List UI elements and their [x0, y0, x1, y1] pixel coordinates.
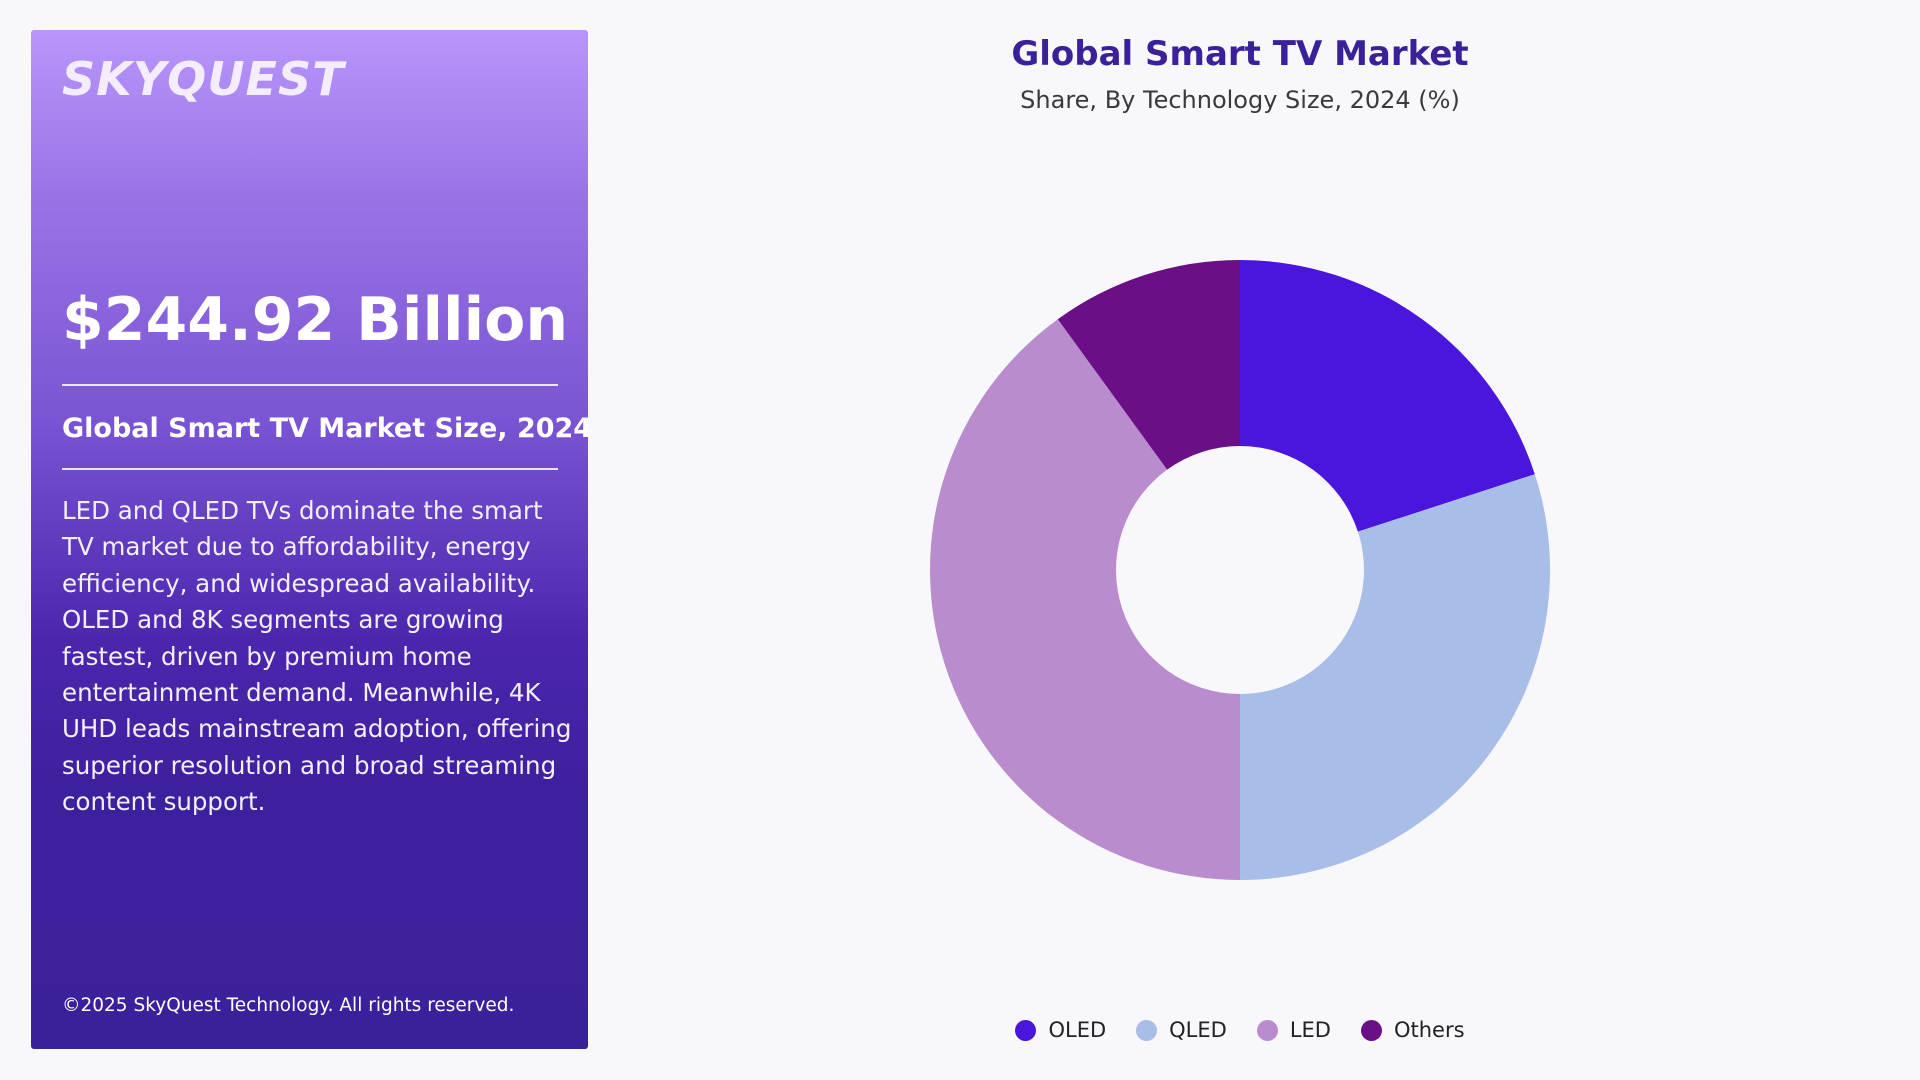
donut-chart	[930, 260, 1550, 881]
legend-item-qled: QLED	[1136, 1018, 1227, 1042]
legend-label: LED	[1289, 1018, 1331, 1042]
summary-panel: SKYQUEST $244.92 Billion Global Smart TV…	[31, 30, 592, 1049]
donut-slice-led	[930, 319, 1240, 881]
donut-slice-others	[1057, 260, 1240, 470]
legend-label: OLED	[1048, 1018, 1107, 1042]
donut-slice-oled	[1240, 260, 1535, 532]
legend-swatch	[1360, 1019, 1382, 1041]
chart-legend: OLED QLED LED Others	[1000, 1018, 1480, 1042]
legend-item-oled: OLED	[1015, 1018, 1106, 1042]
brand-logo: SKYQUEST	[62, 52, 345, 106]
market-value: $244.92 Billion	[62, 285, 569, 355]
market-size-label: Global Smart TV Market Size, 2024	[62, 413, 593, 444]
market-description: LED and QLED TVs dominate the smart TV m…	[62, 496, 572, 817]
chart-subtitle: Share, By Technology Size, 2024 (%)	[1020, 86, 1460, 114]
legend-item-led: LED	[1256, 1018, 1331, 1042]
legend-swatch	[1136, 1019, 1158, 1041]
donut-slice-qled	[1240, 474, 1550, 880]
copyright-notice: ©2025 SkyQuest Technology. All rights re…	[62, 995, 515, 1016]
chart-title: Global Smart TV Market	[1011, 34, 1469, 74]
divider-bottom	[62, 468, 558, 470]
divider-top	[62, 384, 558, 386]
legend-label: Others	[1393, 1018, 1465, 1042]
legend-item-others: Others	[1360, 1018, 1465, 1042]
legend-swatch	[1015, 1019, 1037, 1041]
legend-label: QLED	[1169, 1018, 1227, 1042]
legend-swatch	[1256, 1019, 1278, 1041]
